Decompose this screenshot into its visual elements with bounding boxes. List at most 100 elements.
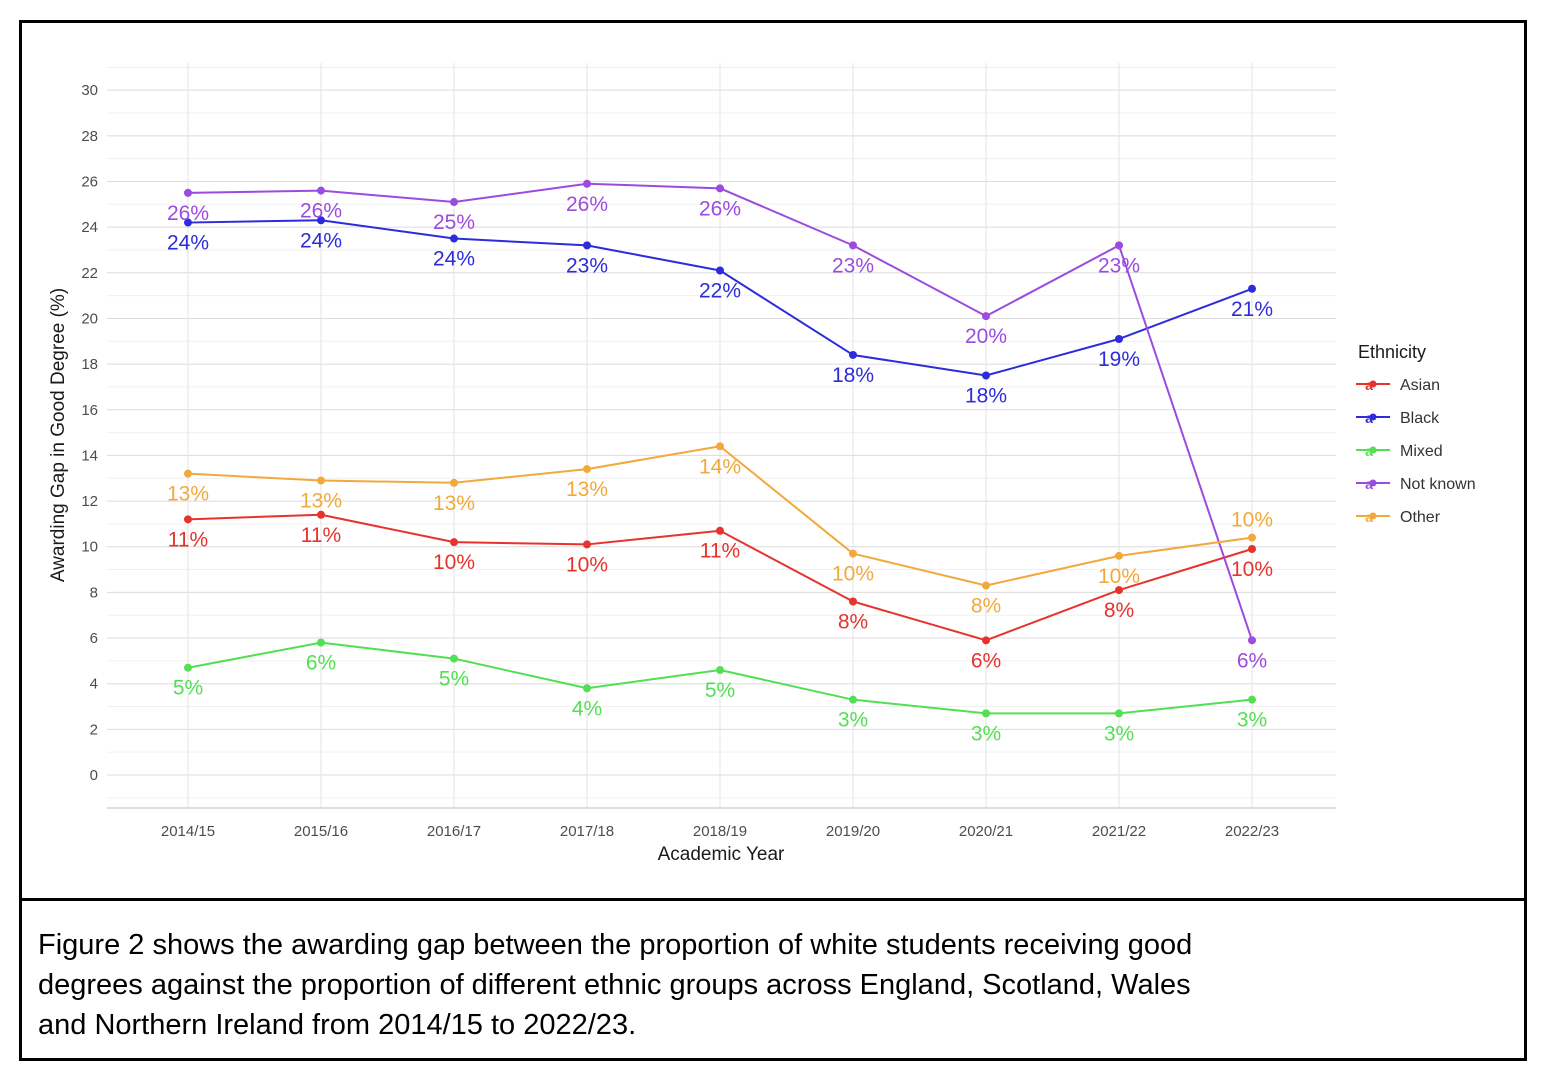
data-point-label-mixed: 3% [838,709,868,732]
data-point-label-mixed: 5% [705,679,735,702]
data-point-mixed [849,695,857,704]
x-tick-label: 2017/18 [560,823,614,840]
data-point-label-black: 18% [965,385,1007,408]
legend-key-a-icon: a [1365,410,1373,426]
legend-item-asian: a Asian [1356,377,1440,394]
x-tick-label: 2018/19 [693,823,747,840]
data-point-label-not-known: 26% [699,197,741,220]
data-point-mixed [1115,709,1123,718]
data-point-not-known [1115,241,1123,250]
legend-key-point-icon [1369,479,1377,487]
y-tick-label: 16 [81,402,98,419]
caption-line-2: degrees against the proportion of differ… [38,969,1191,1001]
y-tick-label: 24 [81,219,98,236]
data-point-other [583,465,591,474]
data-point-asian [982,636,990,645]
data-point-label-not-known: 26% [300,200,342,223]
data-point-black [849,350,857,359]
legend-key-point-icon [1369,446,1377,454]
data-point-label-not-known: 25% [433,211,475,234]
data-point-label-black: 23% [566,254,608,277]
data-point-label-asian: 11% [700,540,740,563]
legend-item-label: Not known [1400,476,1476,493]
legend-item-label: Mixed [1400,443,1443,460]
data-point-label-asian: 11% [301,524,341,547]
data-point-other [184,469,192,478]
data-point-label-asian: 10% [1231,558,1273,581]
data-point-label-other: 13% [433,492,475,515]
y-tick-label: 18 [81,356,98,373]
data-point-asian [1248,545,1256,554]
y-tick-label: 2 [90,721,98,738]
y-tick-label: 28 [81,128,98,145]
data-point-label-not-known: 23% [832,254,874,277]
data-point-other [450,478,458,487]
x-tick-label: 2015/16 [294,823,348,840]
data-point-label-mixed: 3% [1237,709,1267,732]
series-layer: 11% 11% 10% 10% 11% 8% 6% 8% 10% 24% 24% 24% 23% 22% 1… [167,179,1273,745]
y-tick-label: 10 [81,539,98,556]
legend-item-label: Black [1400,410,1440,427]
data-point-black [1248,284,1256,293]
data-point-label-mixed: 6% [306,652,336,675]
data-point-label-other: 14% [699,455,741,478]
data-point-label-other: 8% [971,595,1001,618]
legend-item-label: Other [1400,509,1441,526]
data-point-label-other: 10% [832,563,874,586]
data-point-other [1115,551,1123,560]
legend-key-a-icon: a [1365,377,1373,393]
data-point-label-other: 13% [566,478,608,501]
data-point-not-known [716,184,724,193]
legend-item-not-known: a Not known [1356,476,1476,493]
data-point-not-known [1248,636,1256,645]
data-point-label-black: 24% [300,229,342,252]
data-point-label-asian: 10% [566,553,608,576]
data-point-label-black: 24% [433,248,475,271]
y-tick-label: 0 [90,767,98,784]
y-tick-label: 4 [90,676,98,693]
y-tick-label: 26 [81,173,98,190]
data-point-not-known [583,179,591,188]
data-point-mixed [583,684,591,693]
legend-title: Ethnicity [1358,342,1426,362]
data-point-label-asian: 11% [168,528,208,551]
y-tick-label: 14 [81,447,98,464]
data-point-label-not-known: 26% [167,202,209,225]
data-point-asian [317,510,325,519]
data-point-label-black: 22% [699,280,741,303]
x-tick-label: 2020/21 [959,823,1013,840]
legend-key-point-icon [1369,380,1377,388]
x-tick-label: 2022/23 [1225,823,1279,840]
y-tick-label: 30 [81,82,98,99]
legend-key-a-icon: a [1365,509,1373,525]
data-point-not-known [450,198,458,207]
legend-layer: Ethnicity a Asian a Black a Mixed a Not known a Ot… [1356,342,1476,526]
legend-key-point-icon [1369,512,1377,520]
data-point-asian [583,540,591,549]
data-point-other [982,581,990,590]
data-point-black [982,371,990,380]
y-tick-label: 12 [81,493,98,510]
data-point-label-asian: 8% [1104,599,1134,622]
legend-item-black: a Black [1356,410,1440,427]
data-point-label-not-known: 6% [1237,649,1267,672]
y-tick-label: 6 [90,630,98,647]
data-point-asian [849,597,857,606]
data-point-asian [716,526,724,535]
x-tick-label: 2014/15 [161,823,215,840]
x-tick-label: 2021/22 [1092,823,1146,840]
caption-line-3: and Northern Ireland from 2014/15 to 202… [38,1009,637,1041]
data-point-black [716,266,724,275]
data-point-mixed [716,665,724,674]
data-point-black [1115,334,1123,343]
data-point-label-mixed: 5% [173,677,203,700]
data-point-label-black: 24% [167,232,209,255]
data-point-mixed [982,709,990,718]
data-point-label-other: 13% [167,483,209,506]
data-point-black [583,241,591,250]
data-point-label-asian: 10% [433,551,475,574]
y-tick-label: 8 [90,584,98,601]
data-point-mixed [317,638,325,647]
y-axis-title: Awarding Gap in Good Degree (%) [48,288,69,582]
